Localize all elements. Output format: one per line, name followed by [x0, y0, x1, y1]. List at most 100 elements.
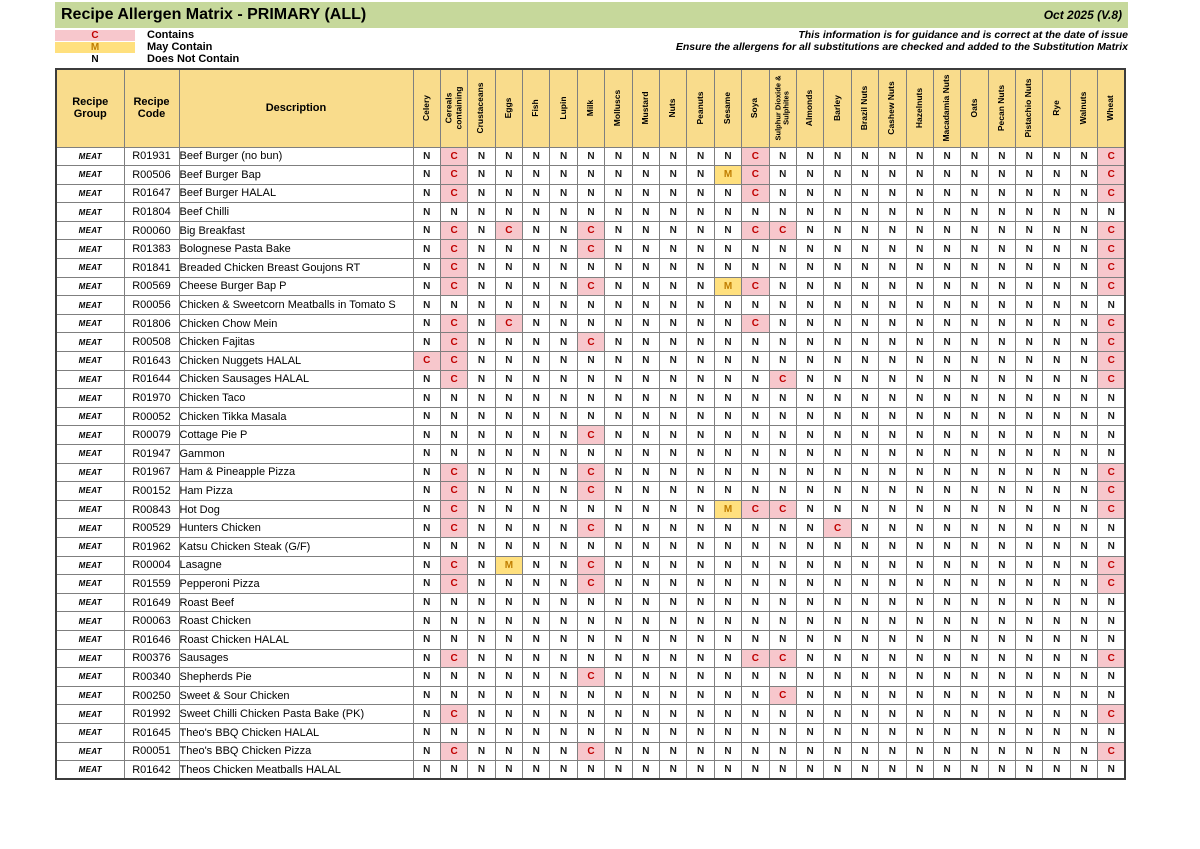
allergen-column-label: Mustard [640, 91, 651, 125]
allergen-value-cell: N [987, 704, 1017, 724]
allergen-value-cell: N [960, 611, 989, 631]
allergen-value-cell: N [850, 462, 880, 483]
allergen-value-cell: N [741, 462, 770, 483]
table-row: MEAT R00376 Sausages N C N N N N N N N N N N C C N N N N N N N N… [55, 648, 1126, 669]
allergen-value-cell: N [467, 388, 496, 408]
recipe-code-cell: R00506 [123, 165, 180, 185]
allergen-value-cell: N [412, 536, 441, 557]
allergen-value-cell: N [686, 518, 715, 538]
table-row: MEAT R01970 Chicken Taco N N N N N N N N N N N N N N N N N N… [55, 388, 1126, 408]
table-row: MEAT R01992 Sweet Chilli Chicken Pasta Bak… [55, 704, 1126, 724]
recipe-description-cell: Cottage Pie P [178, 425, 414, 445]
allergen-value-cell: N [987, 313, 1017, 334]
table-row: MEAT R01559 Pepperoni Pizza N C N N N N C N N N N N N N N… [55, 574, 1126, 594]
allergen-value-cell: N [768, 239, 797, 260]
allergen-value-cell: N [768, 722, 797, 743]
table-row: MEAT R00051 Theo's BBQ Chicken Pizza N C N N N N… [55, 741, 1126, 762]
allergen-value-cell: N [741, 295, 770, 315]
allergen-value-cell: C [576, 276, 606, 297]
allergen-value-cell: N [604, 146, 633, 167]
allergen-value-cell: N [686, 258, 715, 278]
allergen-value-cell: N [987, 462, 1017, 483]
allergen-value-cell: N [494, 425, 524, 445]
allergen-value-cell: N [878, 351, 907, 371]
allergen-value-cell: N [1069, 220, 1099, 241]
allergen-column-label: Sesame [722, 92, 733, 125]
allergen-value-cell: N [768, 388, 797, 408]
allergen-value-cell: N [850, 741, 880, 762]
allergen-value-cell: N [412, 629, 441, 650]
allergen-value-cell: N [850, 648, 880, 669]
allergen-value-cell: N [795, 574, 825, 594]
allergen-value-cell: N [713, 295, 743, 315]
allergen-value-cell: N [823, 276, 852, 297]
allergen-value-cell: N [1042, 406, 1071, 427]
recipe-description-cell: Chicken Taco [178, 388, 414, 408]
recipe-description-cell: Chicken Nuggets HALAL [178, 351, 414, 371]
allergen-value-cell: N [850, 760, 880, 780]
allergen-value-cell: N [1097, 536, 1126, 557]
allergen-value-cell: N [987, 760, 1017, 780]
allergen-value-cell: N [932, 629, 962, 650]
allergen-value-cell: N [768, 741, 797, 762]
allergen-value-cell: N [932, 369, 962, 390]
allergen-value-cell: N [1069, 258, 1099, 278]
allergen-column-header: Fish [522, 68, 551, 148]
allergen-value-cell: N [987, 183, 1017, 204]
allergen-value-cell: N [1015, 499, 1044, 520]
allergen-value-cell: N [878, 629, 907, 650]
allergen-value-cell: N [905, 332, 934, 353]
allergen-value-cell: N [741, 741, 770, 762]
allergen-column-label: Almonds [804, 90, 815, 127]
allergen-value-cell: N [795, 332, 825, 353]
recipe-group-cell: MEAT [55, 388, 125, 408]
allergen-value-cell: N [439, 406, 469, 427]
recipe-code-cell: R00051 [123, 741, 180, 762]
recipe-group-cell: MEAT [55, 406, 125, 427]
column-header: Description [178, 68, 414, 148]
allergen-value-cell: N [1097, 685, 1126, 706]
recipe-description-cell: Chicken Tikka Masala [178, 406, 414, 427]
allergen-value-cell: N [878, 499, 907, 520]
recipe-code-cell: R01804 [123, 202, 180, 222]
allergen-value-cell: N [467, 444, 496, 464]
allergen-value-cell: N [549, 648, 578, 669]
allergen-value-cell: N [412, 295, 441, 315]
allergen-value-cell: N [467, 481, 496, 501]
recipe-group-cell: MEAT [55, 499, 125, 520]
allergen-value-cell: N [741, 629, 770, 650]
allergen-value-cell: N [741, 444, 770, 464]
allergen-value-cell: N [1069, 741, 1099, 762]
allergen-value-cell: N [878, 369, 907, 390]
allergen-value-cell: N [1069, 518, 1099, 538]
allergen-value-cell: N [960, 518, 989, 538]
allergen-value-cell: N [1042, 518, 1071, 538]
allergen-value-cell: N [631, 351, 661, 371]
allergen-value-cell: C [1097, 332, 1126, 353]
allergen-value-cell: N [576, 444, 606, 464]
allergen-value-cell: N [1042, 202, 1071, 222]
allergen-value-cell: N [494, 369, 524, 390]
allergen-value-cell: C [741, 648, 770, 669]
allergen-value-cell: N [1097, 425, 1126, 445]
recipe-description-cell: Beef Chilli [178, 202, 414, 222]
allergen-value-cell: N [795, 648, 825, 669]
allergen-value-cell: N [412, 220, 441, 241]
allergen-value-cell: N [412, 313, 441, 334]
allergen-value-cell: N [494, 351, 524, 371]
allergen-value-cell: N [905, 611, 934, 631]
allergen-value-cell: N [905, 536, 934, 557]
allergen-column-header: Sulphur Dioxide & Sulphites [768, 68, 797, 148]
recipe-group-cell: MEAT [55, 258, 125, 278]
allergen-value-cell: N [987, 369, 1017, 390]
allergen-value-cell: N [1042, 611, 1071, 631]
allergen-value-cell: N [741, 536, 770, 557]
allergen-value-cell: N [686, 165, 715, 185]
allergen-value-cell: N [823, 220, 852, 241]
allergen-value-cell: N [1069, 239, 1099, 260]
legend-row-contains: C Contains [55, 30, 239, 41]
allergen-value-cell: N [686, 388, 715, 408]
allergen-value-cell: N [960, 760, 989, 780]
allergen-value-cell: N [741, 258, 770, 278]
recipe-group-cell: MEAT [55, 518, 125, 538]
